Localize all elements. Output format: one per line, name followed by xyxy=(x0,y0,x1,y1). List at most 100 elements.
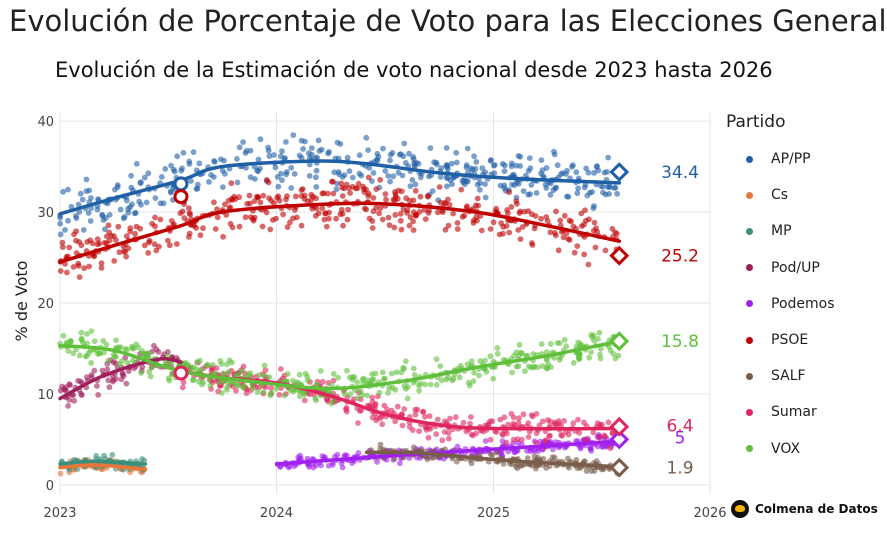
data-point xyxy=(324,190,331,197)
data-point xyxy=(383,196,389,203)
data-point xyxy=(193,366,200,373)
data-point xyxy=(125,368,132,374)
data-point xyxy=(186,210,193,217)
data-point xyxy=(71,397,78,404)
data-point xyxy=(479,165,486,172)
data-point xyxy=(305,150,312,157)
data-point xyxy=(337,211,344,218)
legend-item[interactable]: Pod/UP xyxy=(726,250,835,286)
data-point xyxy=(315,210,322,217)
data-point xyxy=(212,226,219,232)
data-point xyxy=(308,197,314,204)
legend-item[interactable]: MP xyxy=(726,213,835,249)
data-point xyxy=(85,210,92,216)
data-point xyxy=(487,436,494,443)
data-point xyxy=(553,421,559,428)
x-tick-label: 2025 xyxy=(477,506,510,521)
data-point xyxy=(227,204,234,211)
data-point xyxy=(570,162,576,169)
data-point xyxy=(477,186,483,193)
data-point xyxy=(365,174,372,181)
data-point xyxy=(208,172,214,178)
data-point xyxy=(70,350,77,357)
data-point xyxy=(137,180,144,187)
data-point xyxy=(102,226,108,233)
data-point xyxy=(81,265,88,272)
data-point xyxy=(146,237,153,244)
data-point xyxy=(242,214,249,221)
data-point xyxy=(445,222,452,229)
data-point xyxy=(297,393,303,400)
axes: 0 10 20 30 40 2023 2024 2025 2026 % de Voto xyxy=(12,115,727,521)
data-point xyxy=(578,223,585,230)
data-point xyxy=(349,174,356,181)
data-point xyxy=(407,183,414,190)
data-point xyxy=(105,377,112,384)
data-point xyxy=(342,391,348,398)
data-point xyxy=(241,383,248,390)
data-point xyxy=(339,464,346,471)
data-point xyxy=(326,215,332,222)
data-point xyxy=(292,193,299,200)
legend-item[interactable]: Sumar xyxy=(726,394,835,430)
data-point xyxy=(439,437,446,444)
legend-item[interactable]: SALF xyxy=(726,358,835,394)
data-point xyxy=(298,193,305,199)
data-point xyxy=(373,186,380,193)
data-point xyxy=(119,370,126,377)
data-point xyxy=(287,219,293,226)
data-point xyxy=(75,260,82,267)
trend-line xyxy=(364,450,622,469)
election-marker xyxy=(173,189,189,205)
legend-label: Sumar xyxy=(771,404,817,421)
data-point xyxy=(149,364,155,371)
data-point xyxy=(589,334,595,340)
data-point xyxy=(390,173,397,180)
data-point xyxy=(446,201,453,208)
trend-line xyxy=(58,201,622,264)
legend-item[interactable]: VOX xyxy=(726,431,835,467)
data-point xyxy=(266,153,273,160)
legend-item[interactable]: PSOE xyxy=(726,322,835,358)
data-point xyxy=(399,172,406,179)
data-point xyxy=(517,208,524,215)
data-point xyxy=(575,356,582,362)
data-point xyxy=(162,166,169,172)
data-point xyxy=(99,211,105,218)
data-point xyxy=(398,369,405,376)
data-point xyxy=(340,222,346,229)
data-point xyxy=(561,336,568,343)
data-point xyxy=(398,226,405,233)
data-point xyxy=(544,218,551,224)
data-point xyxy=(587,443,594,450)
data-point xyxy=(254,193,260,200)
legend-item[interactable]: Podemos xyxy=(726,286,835,322)
data-point xyxy=(540,455,547,462)
data-point xyxy=(382,168,389,174)
data-point xyxy=(410,227,417,234)
legend-item[interactable]: AP/PP xyxy=(726,141,835,177)
data-point xyxy=(290,377,296,384)
data-point xyxy=(494,350,501,357)
last-value-diamond xyxy=(609,416,630,437)
data-point xyxy=(365,190,372,197)
data-point xyxy=(387,178,393,185)
data-point xyxy=(509,369,515,376)
legend-dot-icon xyxy=(746,155,753,163)
legend-item[interactable]: Cs xyxy=(726,177,835,213)
data-point xyxy=(489,452,496,458)
data-point xyxy=(122,354,129,361)
data-point xyxy=(57,231,64,238)
data-point xyxy=(570,360,577,366)
data-point xyxy=(299,186,306,192)
data-point xyxy=(209,362,216,368)
data-point xyxy=(437,199,444,206)
data-point xyxy=(169,370,175,377)
data-point xyxy=(57,268,64,274)
data-point xyxy=(151,241,158,248)
data-point xyxy=(66,244,73,251)
data-point xyxy=(319,190,326,197)
data-point xyxy=(460,419,467,426)
data-point xyxy=(434,416,441,423)
data-point xyxy=(494,449,501,456)
